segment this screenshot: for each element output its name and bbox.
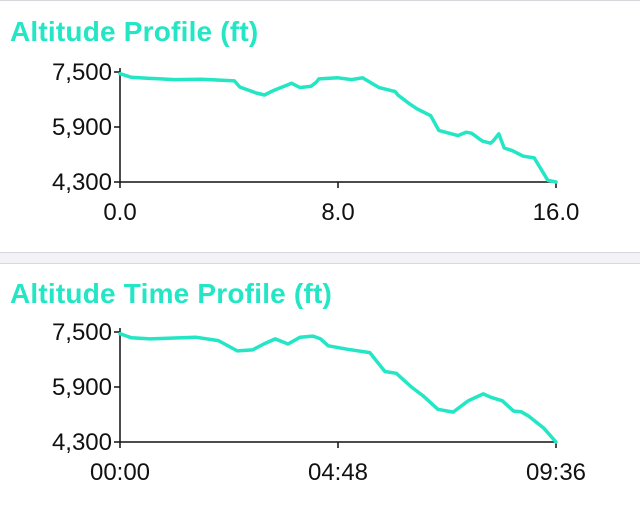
x-tick-label: 0.0 [103, 199, 136, 226]
x-tick-label: 09:36 [526, 459, 586, 486]
altitude-profile-title: Altitude Profile (ft) [10, 16, 259, 47]
altitude-time-profile-panel: Altitude Time Profile (ft) 7,500 5,900 4,3… [0, 264, 640, 505]
x-tick-label: 8.0 [321, 199, 354, 226]
y-tick-label: 7,500 [52, 59, 112, 86]
top-separator [0, 0, 640, 1]
y-tick-label: 5,900 [52, 114, 112, 141]
y-tick-label: 7,500 [52, 319, 112, 346]
section-separator-band [0, 253, 640, 263]
x-tick-label: 16.0 [533, 199, 580, 226]
section-separator-bottom [0, 263, 640, 264]
section-separator-top [0, 252, 640, 253]
altitude-profile-chart: 7,500 5,900 4,300 0.0 8.0 16.0 [52, 59, 580, 226]
altitude-series-line [118, 71, 558, 184]
altitude-time-profile-title: Altitude Time Profile (ft) [10, 278, 333, 309]
y-tick-label: 4,300 [52, 429, 112, 456]
x-tick-label: 00:00 [90, 459, 150, 486]
x-tick-label: 04:48 [308, 459, 368, 486]
y-tick-label: 4,300 [52, 169, 112, 196]
altitude-profile-panel: Altitude Profile (ft) 7,500 5,900 4,300 0.0… [0, 0, 640, 252]
altitude-time-profile-chart: 7,500 5,900 4,300 00:00 04:48 09:36 [52, 319, 586, 486]
y-tick-label: 5,900 [52, 374, 112, 401]
altitude-series-line [118, 331, 558, 444]
